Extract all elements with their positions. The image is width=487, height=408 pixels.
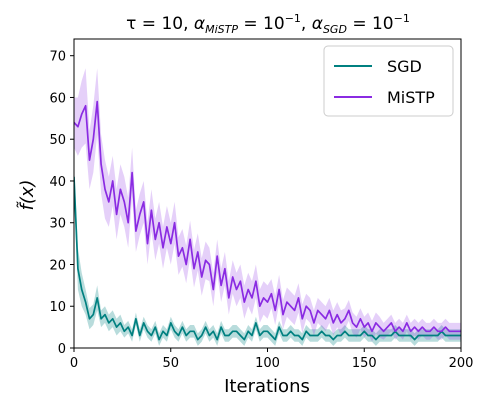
chart-title: τ = 10, αMiSTP = 10−1, αSGD = 10−1 bbox=[126, 12, 410, 36]
y-tick-label: 70 bbox=[49, 50, 66, 65]
y-tick-label: 40 bbox=[49, 175, 66, 190]
y-tick-label: 50 bbox=[49, 133, 66, 148]
y-tick-label: 30 bbox=[49, 217, 66, 232]
x-tick-label: 50 bbox=[162, 356, 179, 371]
x-tick-label: 150 bbox=[352, 356, 377, 371]
y-axis-label: f̃(x) bbox=[17, 179, 38, 210]
plot-area bbox=[74, 68, 461, 346]
title-sup-sgd: −1 bbox=[394, 12, 410, 25]
series-line-sgd bbox=[74, 176, 461, 341]
x-tick-label: 200 bbox=[449, 356, 474, 371]
title-comma: , bbox=[301, 14, 312, 34]
x-tick-label: 100 bbox=[255, 356, 280, 371]
legend-box bbox=[323, 45, 454, 117]
band-mistp bbox=[74, 68, 461, 342]
title-alpha-mistp: α bbox=[194, 14, 205, 34]
legend-label-mistp: MiSTP bbox=[387, 88, 435, 107]
title-eq-mistp: = 10 bbox=[238, 14, 285, 34]
y-tick-label: 60 bbox=[49, 91, 66, 106]
title-sub-mistp: MiSTP bbox=[205, 23, 238, 36]
title-tau: τ = 10, bbox=[126, 14, 194, 34]
legend: SGD MiSTP bbox=[323, 45, 454, 117]
title-sup-mistp: −1 bbox=[285, 12, 301, 25]
x-axis-label: Iterations bbox=[224, 376, 310, 397]
title-sub-sgd: SGD bbox=[323, 23, 347, 36]
legend-label-sgd: SGD bbox=[387, 57, 422, 76]
series-line-mistp bbox=[74, 100, 461, 333]
title-alpha-sgd: α bbox=[312, 14, 323, 34]
y-tick-label: 0 bbox=[58, 342, 66, 357]
title-eq-sgd: = 10 bbox=[347, 14, 394, 34]
y-tick-label: 20 bbox=[49, 258, 66, 273]
x-tick-label: 0 bbox=[70, 356, 78, 371]
x-axis: 0 50 100 150 200 bbox=[70, 348, 474, 371]
y-tick-label: 10 bbox=[49, 300, 66, 315]
y-axis: 0 10 20 30 40 50 60 70 bbox=[49, 50, 74, 357]
